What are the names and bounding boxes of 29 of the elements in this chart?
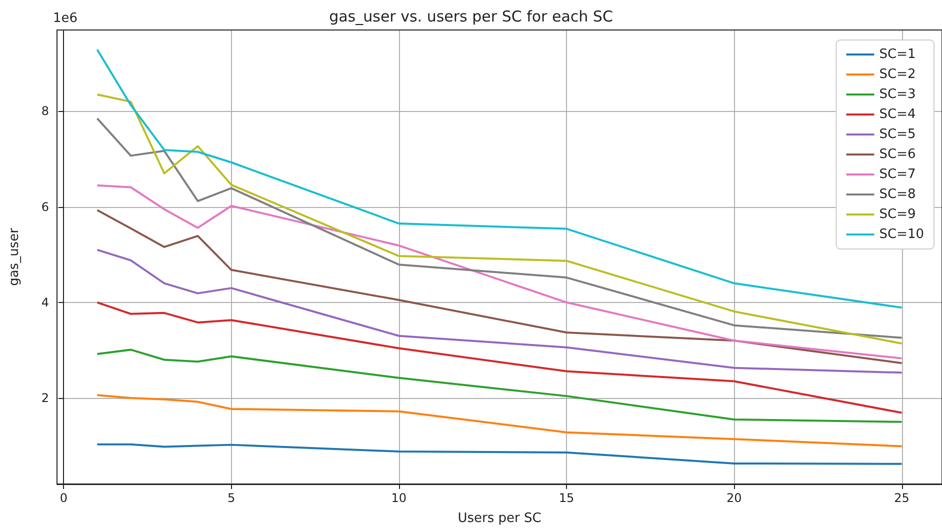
y-tick-label: 6 [41, 200, 49, 214]
legend-label: SC=2 [879, 67, 916, 82]
legend-label: SC=9 [879, 207, 916, 222]
line-series [96, 394, 903, 448]
x-tick-label: 5 [228, 491, 236, 505]
legend-label: SC=7 [879, 167, 916, 182]
legend-label: SC=5 [879, 127, 916, 142]
x-axis-title: Users per SC [458, 511, 542, 526]
x-tick-label: 0 [60, 491, 68, 505]
x-tick-label: 20 [726, 491, 742, 505]
line-series [96, 443, 903, 465]
y-tick-label: 4 [41, 295, 49, 310]
y-tick-label: 8 [41, 104, 49, 118]
legend-label: SC=1 [879, 47, 916, 62]
legend-label: SC=10 [879, 227, 924, 242]
legend-label: SC=3 [879, 87, 916, 102]
line-series [96, 248, 903, 374]
x-tick-label: 15 [558, 491, 574, 505]
legend-label: SC=8 [879, 187, 916, 202]
legend-label: SC=6 [879, 147, 916, 162]
text: 1e6 [53, 11, 78, 26]
chart-title: gas_user vs. users per SC for each SC [329, 8, 613, 26]
legend-label: SC=4 [879, 107, 916, 122]
y-tick-label: 2 [41, 390, 49, 405]
line-series [96, 348, 903, 423]
x-tick-label: 25 [894, 491, 910, 505]
y-axis-title: gas_user [7, 227, 22, 286]
x-tick-label: 10 [391, 491, 407, 505]
line-series [96, 301, 903, 414]
